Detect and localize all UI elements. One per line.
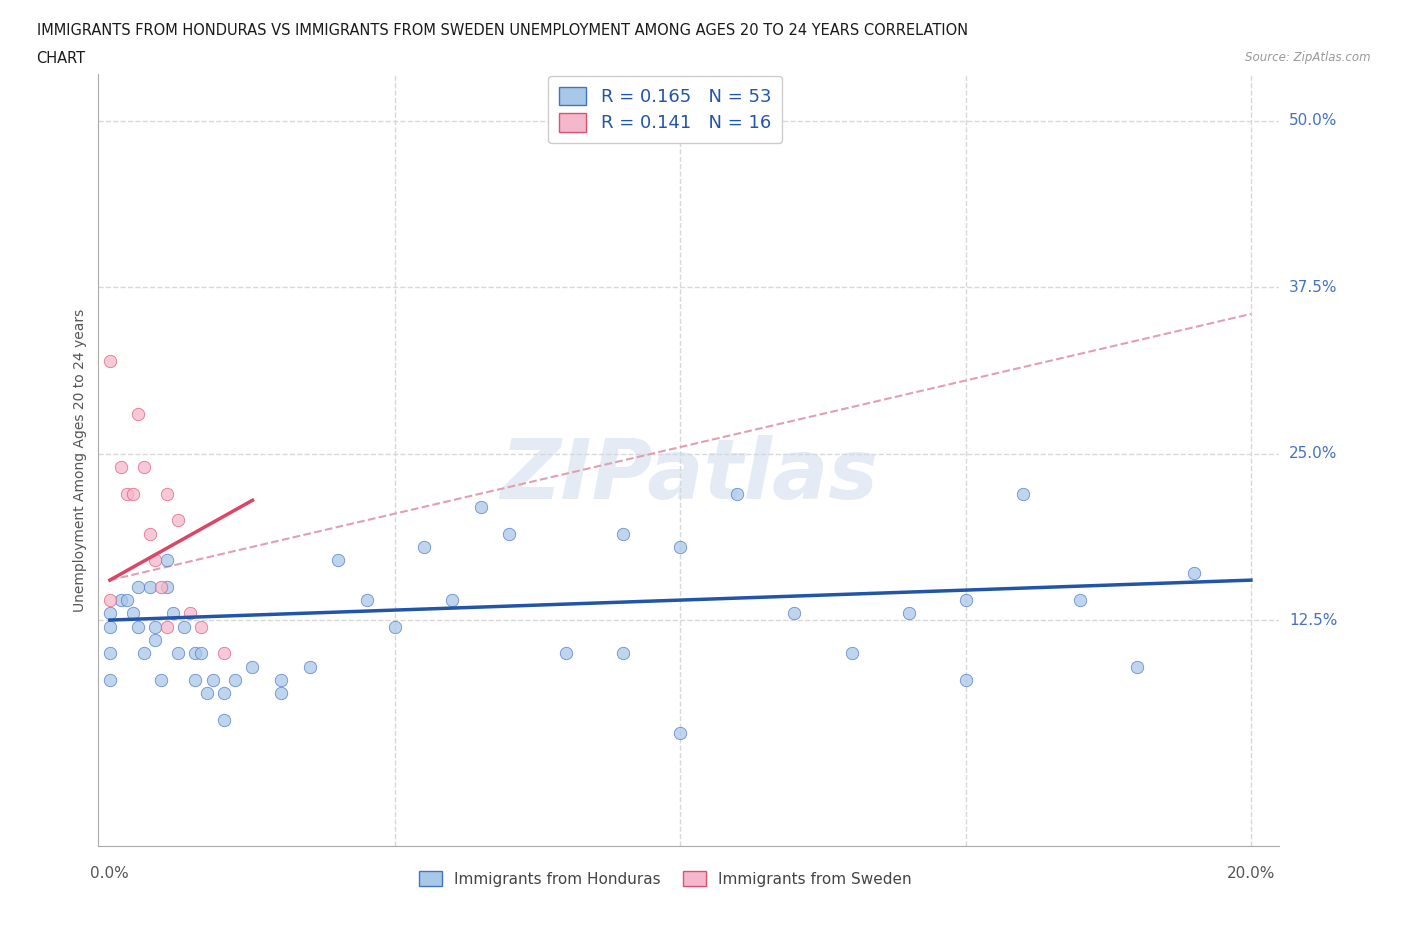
Point <box>955 592 977 607</box>
Text: 25.0%: 25.0% <box>1289 446 1337 461</box>
Point <box>1182 566 1205 581</box>
Point <box>150 579 173 594</box>
Point <box>156 552 179 567</box>
Point <box>212 685 235 700</box>
Text: ZIPatlas: ZIPatlas <box>501 435 877 516</box>
Point <box>115 486 138 501</box>
Point <box>132 646 155 661</box>
Point <box>127 406 149 421</box>
Point <box>356 592 378 607</box>
Point <box>384 619 406 634</box>
Point <box>955 672 977 687</box>
Point <box>115 592 138 607</box>
Point <box>139 526 162 541</box>
Point <box>470 499 492 514</box>
Point <box>98 646 121 661</box>
Point <box>612 646 634 661</box>
Point <box>270 685 292 700</box>
Point <box>897 606 920 621</box>
Point <box>242 659 264 674</box>
Point <box>98 353 121 368</box>
Point <box>167 646 190 661</box>
Text: 50.0%: 50.0% <box>1289 113 1337 128</box>
Point <box>555 646 578 661</box>
Point <box>173 619 195 634</box>
Point <box>156 486 179 501</box>
Point <box>1011 486 1033 501</box>
Point <box>132 459 155 474</box>
Point <box>612 526 634 541</box>
Point <box>783 606 806 621</box>
Point <box>298 659 321 674</box>
Point <box>412 539 434 554</box>
Legend: Immigrants from Honduras, Immigrants from Sweden: Immigrants from Honduras, Immigrants fro… <box>412 865 918 893</box>
Point <box>98 606 121 621</box>
Point <box>145 632 167 647</box>
Point <box>110 459 132 474</box>
Point <box>156 579 179 594</box>
Point <box>162 606 184 621</box>
Point <box>498 526 520 541</box>
Point <box>184 672 207 687</box>
Point <box>156 619 179 634</box>
Point <box>669 539 692 554</box>
Point <box>190 619 212 634</box>
Point <box>201 672 224 687</box>
Text: 37.5%: 37.5% <box>1289 280 1337 295</box>
Point <box>212 712 235 727</box>
Point <box>669 725 692 740</box>
Text: 12.5%: 12.5% <box>1289 613 1337 628</box>
Point <box>270 672 292 687</box>
Point <box>1126 659 1149 674</box>
Text: Source: ZipAtlas.com: Source: ZipAtlas.com <box>1246 51 1371 64</box>
Point <box>195 685 218 700</box>
Point <box>841 646 863 661</box>
Point <box>127 579 149 594</box>
Text: CHART: CHART <box>37 51 86 66</box>
Point <box>190 646 212 661</box>
Point <box>184 646 207 661</box>
Point <box>121 486 143 501</box>
Point <box>145 619 167 634</box>
Point <box>1069 592 1091 607</box>
Text: IMMIGRANTS FROM HONDURAS VS IMMIGRANTS FROM SWEDEN UNEMPLOYMENT AMONG AGES 20 TO: IMMIGRANTS FROM HONDURAS VS IMMIGRANTS F… <box>37 23 967 38</box>
Point <box>326 552 349 567</box>
Point <box>224 672 246 687</box>
Point <box>179 606 201 621</box>
Point <box>725 486 748 501</box>
Point <box>441 592 464 607</box>
Point <box>167 512 190 527</box>
Text: 0.0%: 0.0% <box>90 866 129 881</box>
Text: 20.0%: 20.0% <box>1227 866 1275 881</box>
Point <box>127 619 149 634</box>
Point <box>98 592 121 607</box>
Point <box>98 619 121 634</box>
Point <box>150 672 173 687</box>
Point <box>121 606 143 621</box>
Point <box>98 672 121 687</box>
Point <box>139 579 162 594</box>
Point <box>145 552 167 567</box>
Point <box>110 592 132 607</box>
Y-axis label: Unemployment Among Ages 20 to 24 years: Unemployment Among Ages 20 to 24 years <box>73 309 87 612</box>
Point <box>212 646 235 661</box>
